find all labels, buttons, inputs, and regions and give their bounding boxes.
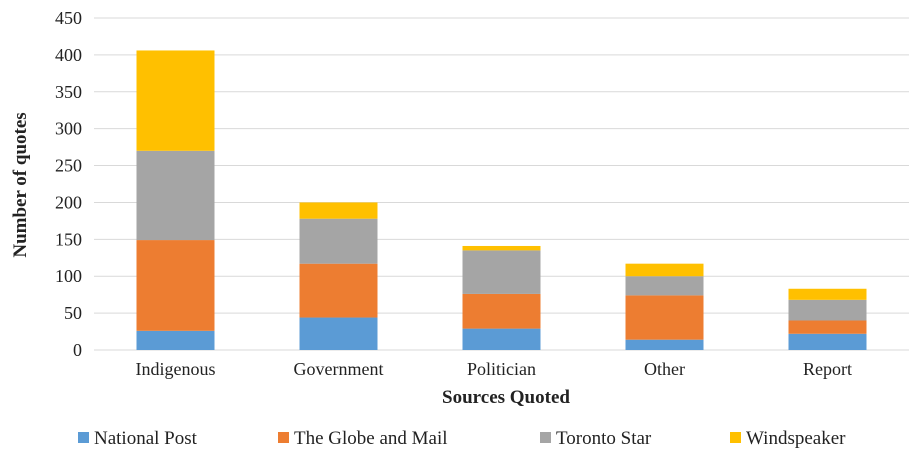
y-tick-label: 300 [55, 119, 82, 139]
y-tick-label: 150 [55, 229, 82, 249]
bar-segment-windspeaker [136, 50, 215, 151]
y-tick-label: 100 [55, 266, 82, 286]
y-tick-label: 400 [55, 45, 82, 65]
x-tick-label: Report [803, 359, 852, 379]
y-tick-labels: 0 50 100 150 200 250 300 350 400 450 [55, 8, 82, 360]
bar-segment-the-globe-and-mail [299, 263, 378, 318]
bar-segment-toronto-star [625, 276, 704, 296]
bar-segment-windspeaker [625, 263, 704, 277]
legend: National Post The Globe and Mail Toronto S… [78, 428, 846, 449]
bar-segment-toronto-star [788, 299, 867, 321]
bar-segment-the-globe-and-mail [136, 240, 215, 331]
y-axis-title: Number of quotes [10, 112, 31, 257]
legend-label: National Post [94, 428, 198, 449]
bar-segment-windspeaker [788, 288, 867, 300]
bar-segment-windspeaker [299, 202, 378, 219]
legend-swatch [78, 432, 89, 443]
bar-segment-the-globe-and-mail [788, 320, 867, 334]
bar-segment-national-post [299, 317, 378, 350]
bar-segment-the-globe-and-mail [462, 293, 541, 329]
bar-segment-national-post [625, 339, 704, 350]
y-tick-label: 0 [73, 340, 82, 360]
bar-segment-toronto-star [299, 218, 378, 264]
bar-segment-national-post [788, 333, 867, 350]
bar-segment-windspeaker [462, 245, 541, 251]
x-tick-labels: Indigenous Government Politician Other Repor… [136, 359, 853, 379]
legend-label: The Globe and Mail [294, 428, 448, 449]
bars [136, 50, 867, 350]
y-tick-label: 350 [55, 82, 82, 102]
gridlines [94, 17, 909, 351]
bar-segment-national-post [136, 330, 215, 350]
bar-segment-national-post [462, 328, 541, 350]
y-tick-label: 250 [55, 156, 82, 176]
bar-segment-toronto-star [136, 150, 215, 241]
x-axis-title: Sources Quoted [442, 387, 570, 408]
x-tick-label: Other [644, 359, 685, 379]
bar-segment-toronto-star [462, 250, 541, 294]
y-tick-label: 200 [55, 192, 82, 212]
bar-segment-the-globe-and-mail [625, 295, 704, 340]
x-tick-label: Politician [467, 359, 536, 379]
x-tick-label: Government [294, 359, 384, 379]
legend-label: Toronto Star [556, 428, 652, 449]
y-tick-label: 450 [55, 8, 82, 28]
x-tick-label: Indigenous [136, 359, 216, 379]
legend-label: Windspeaker [746, 428, 846, 449]
legend-swatch [730, 432, 741, 443]
legend-swatch [540, 432, 551, 443]
y-tick-label: 50 [64, 303, 82, 323]
legend-swatch [278, 432, 289, 443]
